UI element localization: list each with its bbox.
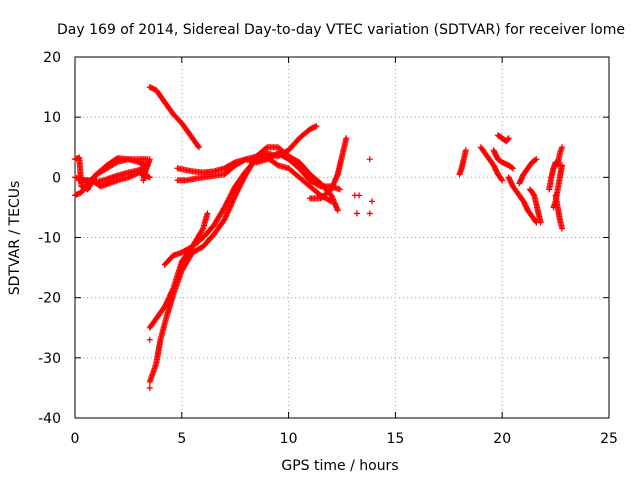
y-tick-label: 0: [52, 170, 61, 186]
data-point: [559, 225, 566, 232]
data-point: [336, 186, 343, 193]
y-axis-label: SDTVAR / TECUs: [7, 181, 23, 296]
x-tick-label: 20: [493, 431, 511, 447]
data-point: [199, 226, 206, 233]
data-point: [508, 164, 515, 171]
data-point: [148, 372, 155, 379]
data-point: [532, 157, 539, 164]
data-point: [148, 321, 155, 328]
data-point: [368, 198, 375, 205]
data-point: [530, 191, 537, 198]
x-tick-label: 25: [600, 431, 618, 447]
x-axis-label: GPS time / hours: [281, 458, 398, 474]
data-point: [146, 384, 153, 391]
data-point: [195, 144, 202, 151]
data-point: [343, 135, 350, 142]
data-point: [509, 165, 516, 172]
data-point: [356, 192, 363, 199]
x-tick-label: 0: [71, 431, 80, 447]
y-tick-label: -10: [38, 231, 61, 247]
data-point: [462, 147, 469, 154]
data-point: [504, 136, 511, 143]
y-tick-label: -20: [38, 291, 61, 307]
data-point: [334, 207, 341, 214]
data-point: [366, 156, 373, 163]
x-tick-label: 15: [386, 431, 404, 447]
data-point: [146, 156, 153, 163]
chart-title: Day 169 of 2014, Sidereal Day-to-day VTE…: [57, 22, 625, 38]
data-point: [559, 162, 566, 169]
data-point: [537, 219, 544, 226]
y-tick-label: -30: [38, 351, 61, 367]
x-tick-label: 5: [177, 431, 186, 447]
x-tick-label: 10: [280, 431, 298, 447]
data-points: [72, 84, 566, 391]
data-point: [559, 144, 566, 151]
data-point: [273, 161, 280, 168]
y-tick-label: 10: [43, 110, 61, 126]
data-point: [146, 174, 153, 181]
y-tick-labels: -40 -30 -20 -10 0 10 20: [38, 50, 61, 427]
data-point: [353, 210, 360, 217]
data-point: [204, 210, 211, 217]
data-point: [263, 145, 270, 152]
data-point: [498, 176, 505, 183]
data-point: [505, 135, 512, 142]
data-point: [146, 336, 153, 343]
y-tick-label: -40: [38, 411, 61, 427]
data-point: [499, 177, 506, 184]
data-point: [313, 123, 320, 130]
data-point: [195, 143, 202, 150]
y-tick-label: 20: [43, 50, 61, 66]
data-point: [366, 210, 373, 217]
data-point: [533, 156, 540, 163]
x-tick-labels: 0 5 10 15 20 25: [71, 431, 618, 447]
